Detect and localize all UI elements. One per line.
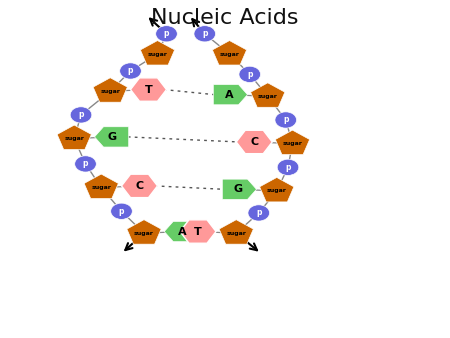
Circle shape [70, 107, 92, 123]
Text: sugar: sugar [91, 185, 111, 190]
Text: T: T [144, 84, 153, 95]
Text: p: p [285, 163, 291, 172]
Text: p: p [247, 70, 252, 79]
Polygon shape [251, 83, 285, 107]
Circle shape [156, 26, 177, 42]
Circle shape [120, 63, 141, 79]
Text: sugar: sugar [64, 136, 84, 141]
Text: p: p [128, 67, 133, 75]
Polygon shape [222, 179, 256, 199]
Polygon shape [212, 41, 247, 65]
Text: sugar: sugar [226, 231, 246, 236]
Text: p: p [283, 116, 288, 124]
Polygon shape [140, 41, 175, 65]
Text: p: p [78, 111, 84, 119]
Polygon shape [130, 78, 166, 101]
Text: sugar: sugar [148, 52, 167, 56]
Circle shape [275, 112, 297, 128]
Polygon shape [94, 127, 129, 147]
Polygon shape [275, 130, 310, 154]
Text: A: A [178, 226, 187, 237]
Circle shape [239, 66, 261, 82]
Polygon shape [236, 130, 272, 154]
Circle shape [75, 156, 96, 172]
Text: T: T [194, 226, 202, 237]
Text: A: A [225, 90, 234, 100]
Text: p: p [202, 29, 207, 38]
Circle shape [111, 203, 132, 219]
Text: G: G [234, 184, 243, 194]
Polygon shape [164, 221, 198, 242]
Text: p: p [119, 207, 124, 216]
Text: Nucleic Acids: Nucleic Acids [151, 8, 299, 28]
Text: C: C [135, 181, 144, 191]
Polygon shape [93, 78, 127, 102]
Text: sugar: sugar [283, 141, 302, 146]
Text: p: p [256, 209, 261, 217]
Text: sugar: sugar [258, 94, 278, 99]
Text: sugar: sugar [220, 52, 239, 56]
Polygon shape [122, 174, 158, 198]
Polygon shape [57, 125, 91, 149]
Polygon shape [219, 220, 253, 244]
Polygon shape [260, 177, 294, 202]
Text: sugar: sugar [134, 231, 154, 236]
Text: p: p [164, 29, 169, 38]
Polygon shape [127, 220, 161, 244]
Polygon shape [84, 174, 118, 198]
Polygon shape [213, 84, 248, 105]
Text: C: C [250, 137, 258, 147]
Text: sugar: sugar [100, 89, 120, 94]
Text: G: G [108, 132, 117, 142]
Text: sugar: sugar [267, 189, 287, 193]
Text: p: p [83, 160, 88, 168]
Circle shape [248, 205, 270, 221]
Polygon shape [180, 220, 216, 243]
Circle shape [277, 159, 299, 175]
Circle shape [194, 26, 216, 42]
